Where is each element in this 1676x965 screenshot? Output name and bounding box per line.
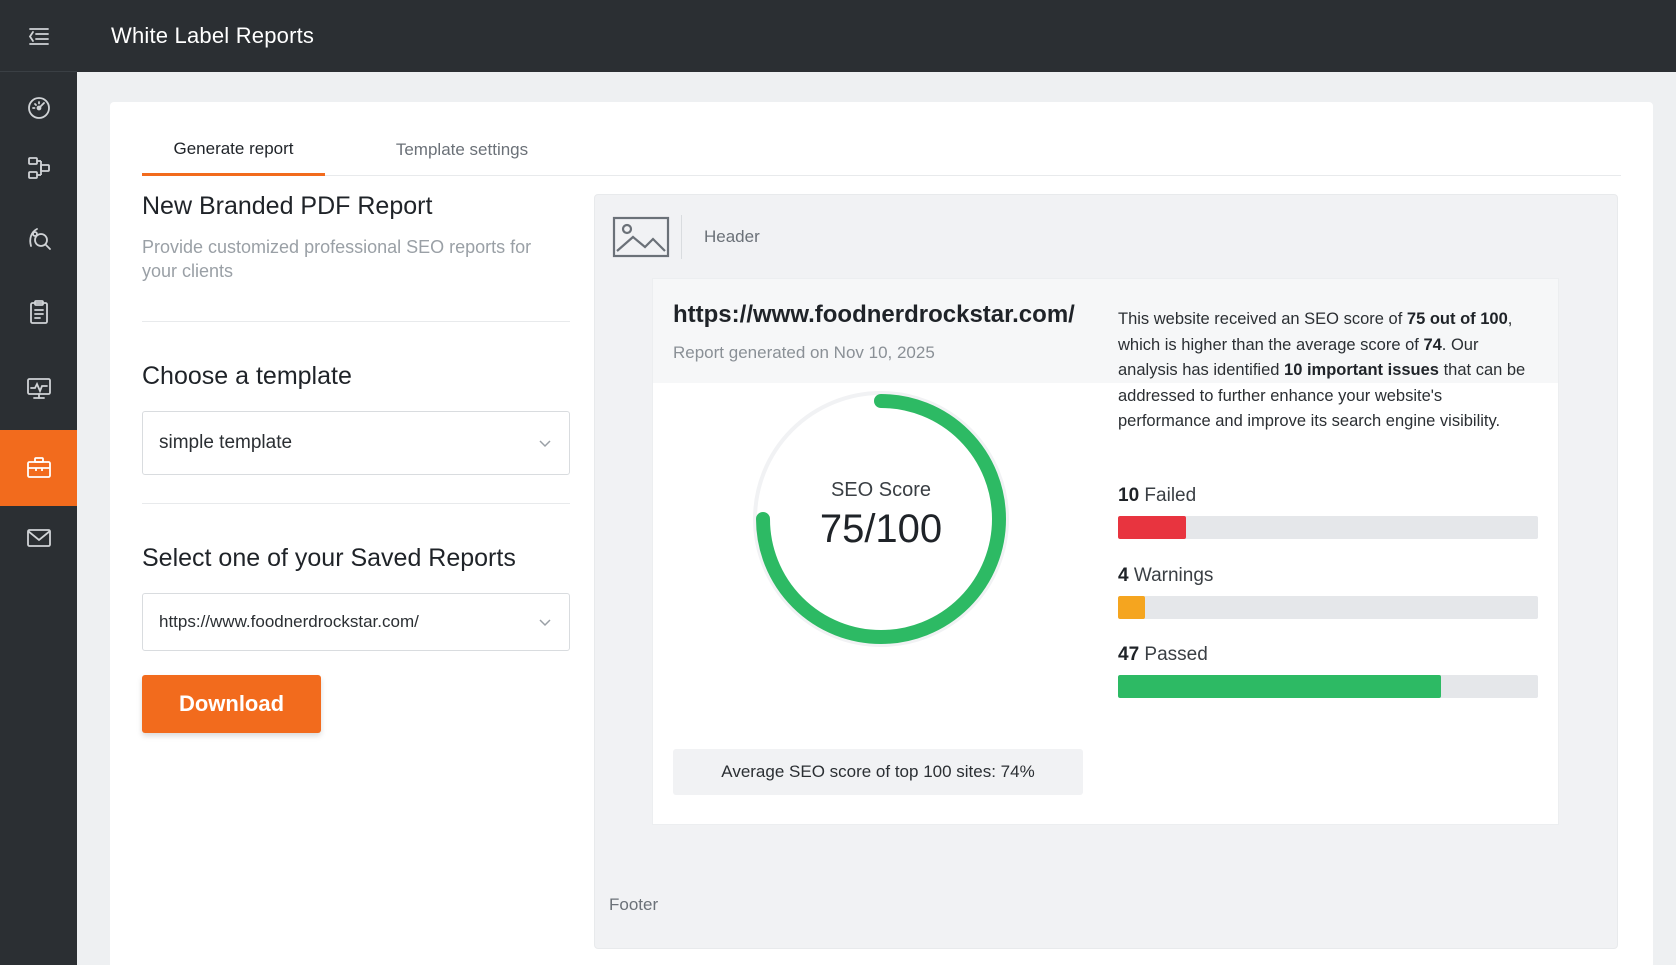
header-label: Header xyxy=(704,227,760,246)
stat-warnings-text: Warnings xyxy=(1133,565,1214,586)
divider xyxy=(142,321,570,322)
sidebar-item-keyword-research[interactable] xyxy=(0,202,77,274)
chevron-down-icon xyxy=(539,619,551,627)
template-select[interactable]: simple template xyxy=(142,411,570,475)
stat-warnings: 4 Warnings xyxy=(1118,565,1538,619)
summary-text: This website received an SEO score of xyxy=(1118,310,1407,328)
gauge-arc xyxy=(756,394,1006,644)
sidebar-item-reports[interactable] xyxy=(0,276,77,348)
template-heading: Choose a template xyxy=(142,362,352,390)
sidebar-item-white-label[interactable] xyxy=(0,430,77,506)
summary-text: , which is higher than the average score… xyxy=(1118,310,1513,354)
sitemap-icon xyxy=(27,157,50,179)
menu-icon xyxy=(28,27,49,45)
report-page: https://www.foodnerdrockstar.com/ Report… xyxy=(653,279,1558,824)
stat-passed: 47 Passed xyxy=(1118,644,1538,698)
stat-passed-text: Passed xyxy=(1144,644,1208,665)
preview-header: Header xyxy=(611,213,760,261)
download-button[interactable]: Download xyxy=(142,675,321,733)
divider xyxy=(142,503,570,504)
summary-issues: 10 important issues xyxy=(1284,361,1439,379)
sidebar xyxy=(0,0,77,965)
summary-average: 74 xyxy=(1423,335,1442,354)
envelope-icon xyxy=(26,529,51,547)
tab-generate-report[interactable]: Generate report xyxy=(142,124,325,176)
stat-failed-bar xyxy=(1118,516,1187,539)
report-preview: Header https://www.foodnerdrockstar.com/… xyxy=(594,194,1618,949)
chevron-down-icon xyxy=(539,440,551,448)
report-date: Report generated on Nov 10, 2025 xyxy=(673,343,935,362)
keyword-research-icon xyxy=(28,228,51,250)
stat-passed-count: 47 xyxy=(1118,644,1140,665)
stat-warnings-bar xyxy=(1118,596,1146,619)
page-title: White Label Reports xyxy=(111,23,315,48)
summary-text: . Our analysis has identified xyxy=(1118,335,1479,380)
sidebar-item-monitoring[interactable] xyxy=(0,352,77,424)
main-card: Generate report Template settings New Br… xyxy=(110,102,1653,965)
sidebar-item-site-structure[interactable] xyxy=(0,132,77,204)
sidebar-item-email[interactable] xyxy=(0,502,77,574)
saved-report-select-value: https://www.foodnerdrockstar.com/ xyxy=(159,612,419,631)
stat-failed-count: 10 xyxy=(1118,485,1140,506)
template-select-value: simple template xyxy=(159,432,293,453)
stat-warnings-label: 4 Warnings xyxy=(1118,565,1538,587)
dashboard-gauge-icon xyxy=(27,97,50,119)
sidebar-item-dashboard[interactable] xyxy=(0,72,77,144)
stat-failed-label: 10 Failed xyxy=(1118,485,1538,507)
report-form: New Branded PDF Report Provide customize… xyxy=(142,192,570,733)
preview-footer: Footer xyxy=(609,895,659,914)
stat-passed-bar xyxy=(1118,675,1442,698)
clipboard-icon xyxy=(29,300,48,324)
menu-toggle-button[interactable] xyxy=(0,0,77,72)
summary-score: 75 out of 100 xyxy=(1406,310,1508,328)
summary-text: that can be addressed to further enhance… xyxy=(1118,361,1526,430)
saved-reports-heading: Select one of your Saved Reports xyxy=(142,544,516,572)
tab-bar: Generate report Template settings xyxy=(142,124,1621,176)
report-summary: This website received an SEO score of 75… xyxy=(1118,307,1538,435)
topbar: White Label Reports xyxy=(77,0,1676,72)
stat-warnings-count: 4 xyxy=(1118,565,1129,586)
stat-passed-label: 47 Passed xyxy=(1118,644,1538,666)
seo-score-value: 75/100 xyxy=(819,507,943,551)
tab-template-settings[interactable]: Template settings xyxy=(395,140,529,159)
report-head: https://www.foodnerdrockstar.com/ Report… xyxy=(653,279,1558,383)
image-placeholder-icon xyxy=(612,216,670,258)
stat-passed-track xyxy=(1118,675,1538,698)
report-url: https://www.foodnerdrockstar.com/ xyxy=(673,301,1075,328)
seo-score-label: SEO Score xyxy=(830,479,932,501)
form-title: New Branded PDF Report xyxy=(142,192,433,220)
header-separator xyxy=(681,215,682,259)
seo-score-gauge xyxy=(753,391,1009,647)
average-score-box: Average SEO score of top 100 sites: 74% xyxy=(673,749,1083,795)
form-subtitle: Provide customized professional SEO repo… xyxy=(142,237,532,281)
stat-failed: 10 Failed xyxy=(1118,485,1538,539)
stat-failed-text: Failed xyxy=(1144,485,1197,506)
monitor-icon xyxy=(26,378,51,399)
stat-failed-track xyxy=(1118,516,1538,539)
saved-report-select[interactable]: https://www.foodnerdrockstar.com/ xyxy=(142,593,570,651)
gauge-track xyxy=(753,391,1009,647)
briefcase-icon xyxy=(26,457,51,478)
stat-warnings-track xyxy=(1118,596,1538,619)
